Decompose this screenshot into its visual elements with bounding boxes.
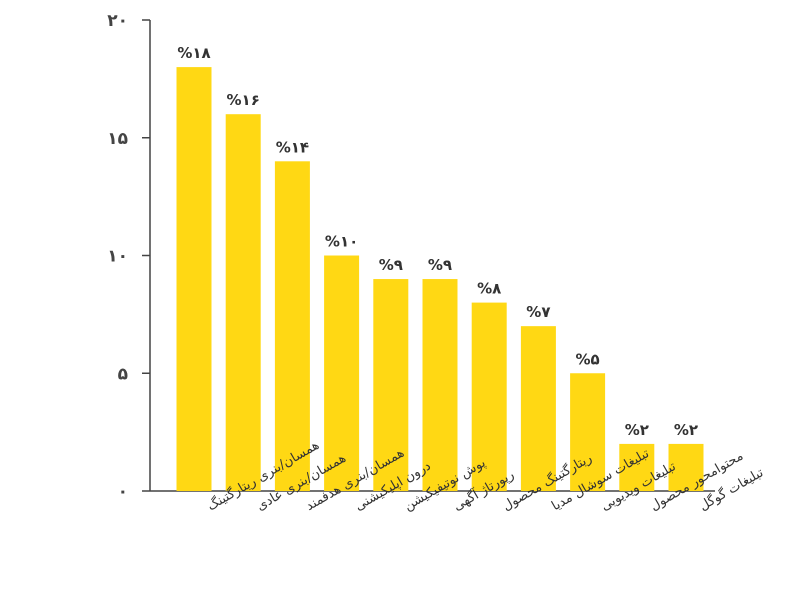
bar-value-label: %۹ — [379, 256, 403, 274]
bar-value-label: %۲ — [625, 421, 649, 439]
bar-value-label: %۲ — [674, 421, 698, 439]
bar-value-label: %۵ — [576, 350, 600, 368]
bar — [225, 114, 261, 491]
bar-value-label: %۱۸ — [177, 44, 210, 62]
bar — [422, 279, 458, 491]
bar — [570, 373, 606, 491]
bar-value-label: %۸ — [477, 280, 501, 298]
y-tick-label: ۰ — [118, 482, 128, 502]
bars — [176, 67, 704, 492]
bar — [274, 161, 310, 492]
data-labels: %۱۸ %۱۶ %۱۴ %۱۰ %۹ %۹ %۸ %۷ %۵ %۲ %۲ — [177, 44, 698, 439]
bar-value-label: %۱۰ — [325, 233, 358, 251]
bar-value-label: %۹ — [428, 256, 452, 274]
bar — [520, 326, 556, 491]
y-tick-label: ۱۵ — [107, 129, 128, 149]
bar — [373, 279, 409, 491]
y-tick-label: ۲۰ — [107, 11, 128, 31]
y-tick-label: ۱۰ — [107, 247, 128, 267]
bar — [619, 443, 655, 491]
bar — [324, 255, 360, 491]
bar — [176, 67, 212, 491]
bar-value-label: %۱۶ — [227, 91, 260, 109]
bar-value-label: %۱۴ — [276, 138, 309, 156]
bar — [668, 443, 704, 491]
y-tick-labels: ۰ ۵ ۱۰ ۱۵ ۲۰ — [107, 11, 128, 502]
bar — [471, 302, 507, 491]
y-tick-label: ۵ — [118, 364, 128, 384]
bar-value-label: %۷ — [526, 303, 550, 321]
